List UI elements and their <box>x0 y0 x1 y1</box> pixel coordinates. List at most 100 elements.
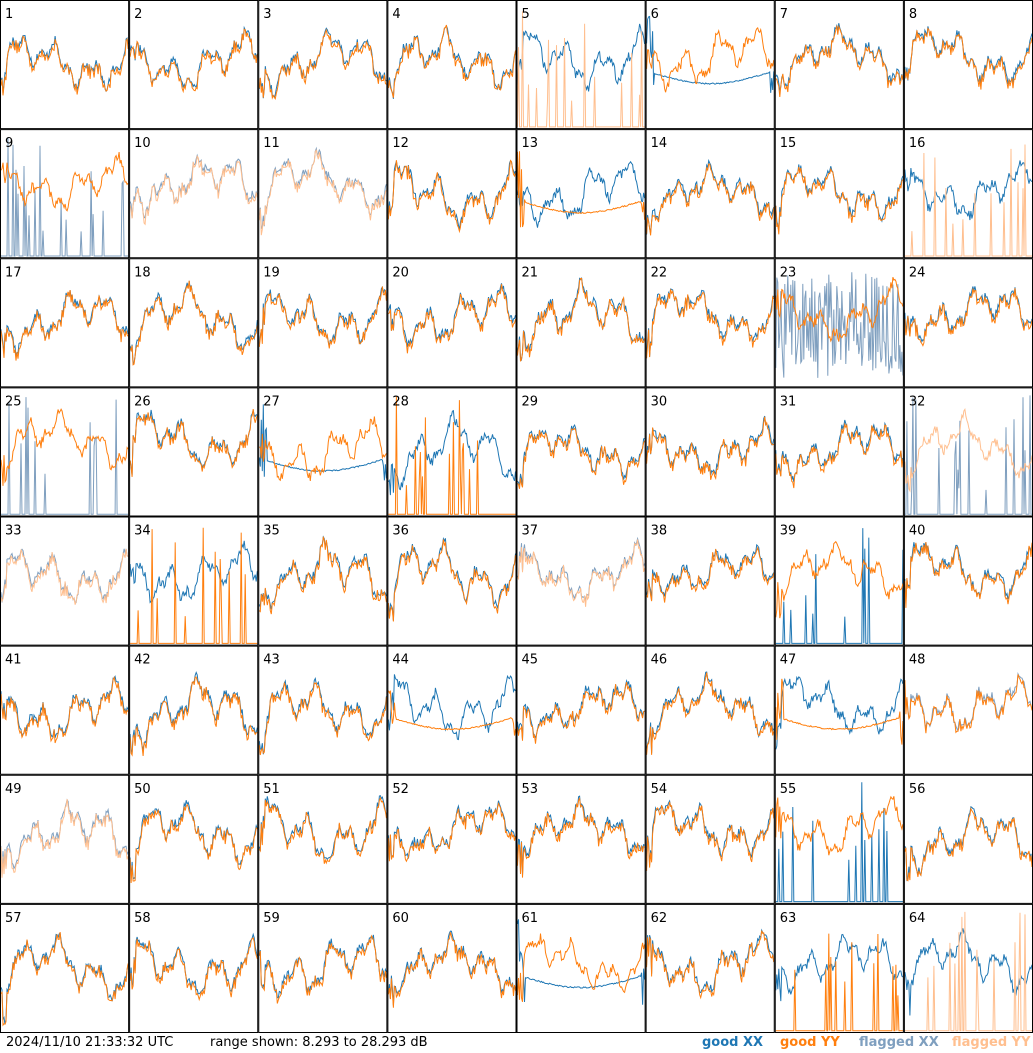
panel-frame <box>387 774 517 904</box>
panel-frame <box>258 387 388 517</box>
series-xx-4 <box>387 24 516 99</box>
panel-label: 51 <box>263 782 280 797</box>
series-xx-35 <box>258 535 387 610</box>
panel-frame <box>387 903 517 1033</box>
panel-18: 18 <box>129 258 259 388</box>
panel-3: 3 <box>258 0 388 130</box>
panel-label: 39 <box>780 524 797 539</box>
panel-32: 32 <box>903 387 1033 517</box>
series-yy-24 <box>904 288 1033 347</box>
series-yy-58 <box>129 937 258 1002</box>
series-xx-41 <box>0 675 129 738</box>
panel-label: 23 <box>780 265 797 280</box>
series-yy-38 <box>646 546 775 603</box>
series-xx-40 <box>904 542 1033 604</box>
panel-label: 61 <box>522 911 539 926</box>
panel-frame <box>516 129 646 259</box>
panel-frame <box>387 258 517 388</box>
series-yy-49 <box>0 799 129 878</box>
range-label: range shown: 8.293 to 28.293 dB <box>210 1035 428 1050</box>
series-xx-54 <box>646 799 775 867</box>
series-yy-19 <box>258 286 387 349</box>
series-xx-61 <box>517 919 646 1005</box>
panel-59: 59 <box>258 903 388 1033</box>
panel-label: 6 <box>651 7 659 22</box>
panel-frame <box>0 774 130 904</box>
series-yy-21 <box>517 277 646 362</box>
series-yy-44 <box>387 690 516 736</box>
panel-frame <box>258 903 388 1033</box>
panel-40: 40 <box>903 516 1033 646</box>
series-xx-20 <box>387 283 516 348</box>
series-yy-36 <box>387 539 516 622</box>
series-yy-51 <box>258 796 387 865</box>
panel-frame <box>129 645 259 775</box>
panel-57: 57 <box>0 903 130 1033</box>
panel-22: 22 <box>645 258 775 388</box>
panel-15: 15 <box>774 129 904 259</box>
panel-16: 16 <box>903 129 1033 259</box>
series-yy-28 <box>388 396 516 515</box>
panel-51: 51 <box>258 774 388 904</box>
panel-frame <box>774 516 904 646</box>
series-yy-7 <box>775 24 904 97</box>
panel-frame <box>645 645 775 775</box>
panel-label: 42 <box>134 653 151 668</box>
panel-frame <box>774 129 904 259</box>
panel-label: 17 <box>5 265 22 280</box>
panel-24: 24 <box>903 258 1033 388</box>
panel-label: 5 <box>522 7 530 22</box>
panel-label: 33 <box>5 524 22 539</box>
series-yy-5 <box>517 11 645 128</box>
panel-frame <box>516 774 646 904</box>
panel-frame <box>0 516 130 646</box>
series-yy-4 <box>387 24 516 98</box>
panel-frame <box>387 645 517 775</box>
series-yy-6 <box>646 26 775 93</box>
panel-label: 26 <box>134 394 151 409</box>
series-yy-8 <box>904 27 1033 90</box>
series-yy-9 <box>0 152 129 212</box>
series-yy-63 <box>775 933 903 1032</box>
panel-42: 42 <box>129 645 259 775</box>
panel-frame <box>516 258 646 388</box>
panel-label: 50 <box>134 782 151 797</box>
panel-53: 53 <box>516 774 646 904</box>
series-xx-44 <box>387 674 516 741</box>
panel-frame <box>0 0 130 130</box>
series-yy-57 <box>0 932 129 1027</box>
panel-47: 47 <box>774 645 904 775</box>
panel-label: 55 <box>780 782 797 797</box>
panel-frame <box>516 516 646 646</box>
legend-flagged-xx: flagged XX <box>859 1035 939 1050</box>
panel-54: 54 <box>645 774 775 904</box>
panel-label: 20 <box>392 265 409 280</box>
panel-60: 60 <box>387 903 517 1033</box>
panel-31: 31 <box>774 387 904 517</box>
series-yy-30 <box>646 416 775 481</box>
panel-37: 37 <box>516 516 646 646</box>
series-yy-53 <box>517 797 645 878</box>
panel-label: 22 <box>651 265 668 280</box>
panel-33: 33 <box>0 516 130 646</box>
panel-label: 35 <box>263 524 280 539</box>
panel-55: 55 <box>774 774 904 904</box>
series-yy-42 <box>129 676 258 757</box>
panel-1: 1 <box>0 0 130 130</box>
panel-11: 11 <box>258 129 388 259</box>
series-xx-48 <box>904 671 1033 733</box>
panel-frame <box>0 387 130 517</box>
panel-61: 61 <box>516 903 646 1033</box>
series-xx-32 <box>904 395 1032 515</box>
series-yy-54 <box>646 801 775 871</box>
series-yy-15 <box>775 166 904 235</box>
series-yy-27 <box>259 416 387 482</box>
panel-label: 27 <box>263 394 280 409</box>
series-yy-56 <box>904 807 1033 882</box>
series-yy-37 <box>517 539 646 607</box>
series-yy-18 <box>129 280 258 366</box>
series-yy-62 <box>646 930 775 1000</box>
panel-23: 23 <box>774 258 904 388</box>
series-xx-23 <box>775 272 904 378</box>
panel-label: 14 <box>651 136 668 151</box>
